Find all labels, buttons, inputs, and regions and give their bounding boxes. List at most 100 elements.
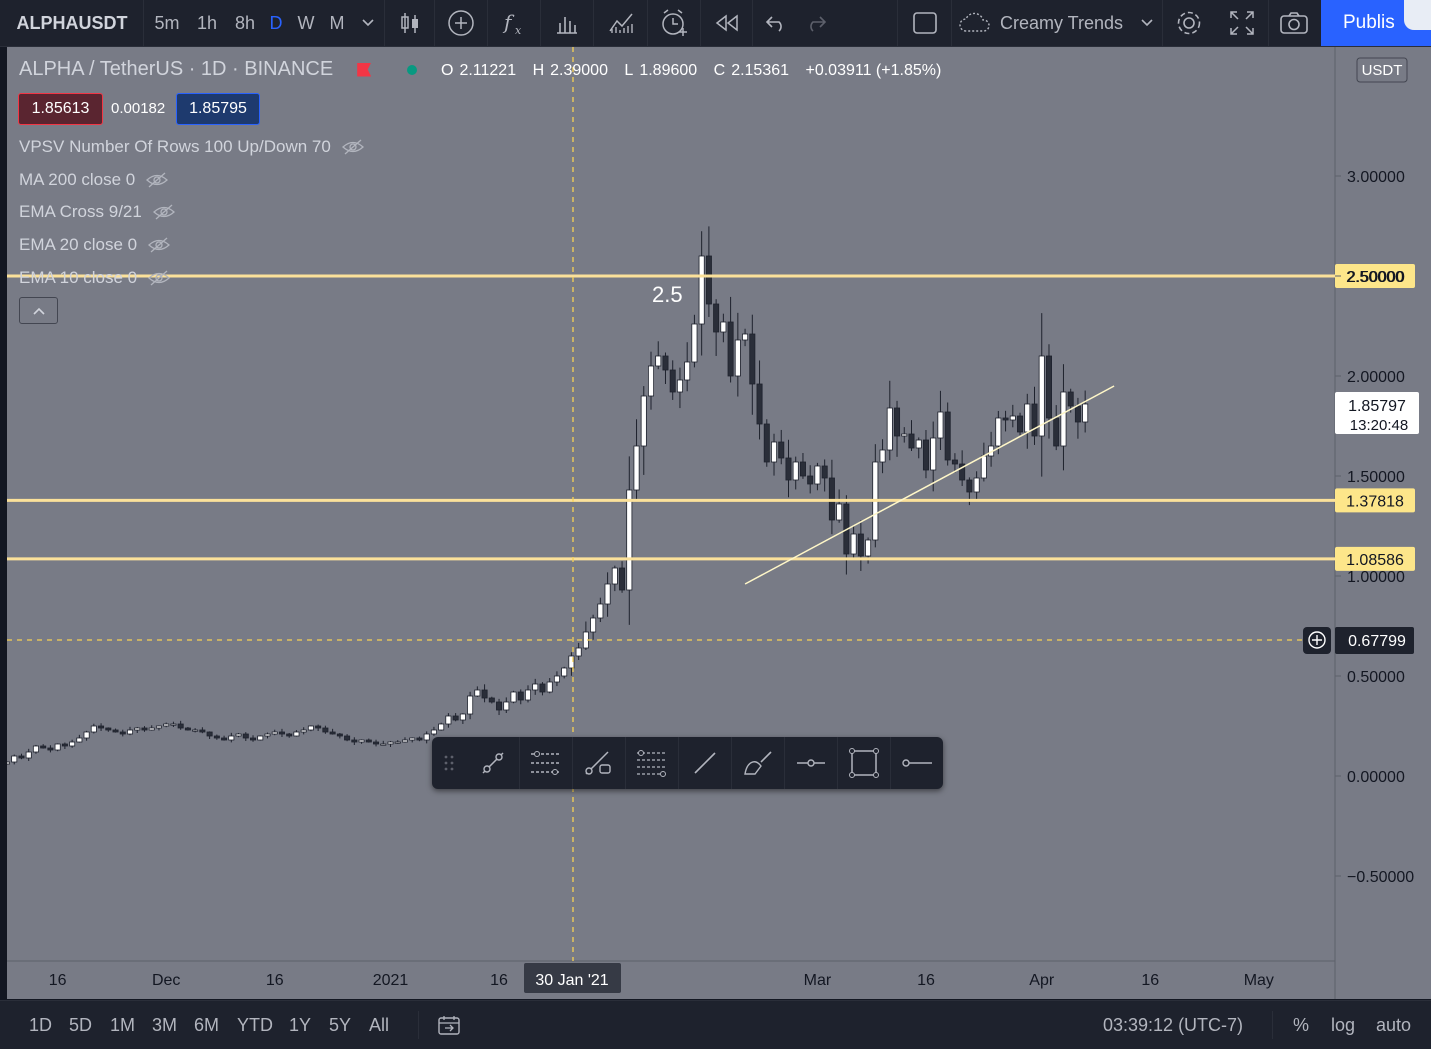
candle-body [481,689,488,699]
candle-body [322,727,329,733]
chevron-down-icon[interactable] [357,0,379,46]
indicator-ma200[interactable]: MA 200 close 0 [19,170,169,190]
hidden-eye-icon[interactable] [147,269,171,287]
candle-body [278,731,285,735]
flag-icon[interactable] [357,62,372,77]
compare-add-icon[interactable] [442,0,480,46]
candle-body [684,361,691,381]
drag-handle-icon[interactable] [432,737,466,789]
crosshair-add-icon[interactable] [1303,627,1331,654]
candle-body [47,747,54,751]
hidden-eye-icon[interactable] [152,203,176,221]
indicator-ema-cross[interactable]: EMA Cross 9/21 [19,202,176,222]
interval-5m[interactable]: 5m [154,12,180,33]
ohlc-values: O 2.11221 H 2.39000 L 1.89600 C 2.15361 +0.0… [441,62,942,79]
trendline-tool-icon[interactable] [467,737,519,789]
layout-name-button[interactable]: Creamy Trends [958,0,1158,46]
indicator-label: VPSV Number Of Rows 100 Up/Down 70 [19,137,331,156]
candle-body [836,503,843,521]
horizontal-line-icon[interactable] [891,737,943,789]
range-3m[interactable]: 3M [152,1014,178,1035]
horizontal-ray-icon[interactable] [785,737,837,789]
alert-clock-icon[interactable] [654,0,694,46]
range-ytd[interactable]: YTD [237,1014,273,1035]
buy-price-button[interactable]: 1.85795 [176,93,260,125]
layout-square-icon[interactable] [905,0,945,46]
notification-corner[interactable] [1404,0,1431,30]
currency-badge[interactable]: USDT [1356,57,1408,83]
camera-icon[interactable] [1274,0,1314,46]
ray-tool-icon[interactable] [573,737,625,789]
indicator-ema10[interactable]: EMA 10 close 0 [19,268,171,288]
candle-body [365,739,372,743]
rectangle-tool-icon[interactable] [838,737,890,789]
fib-retracement-icon[interactable] [626,737,678,789]
candle-body [814,465,821,485]
log-toggle[interactable]: log [1331,1014,1356,1035]
candle-body [300,729,307,733]
indicator-label: EMA 20 close 0 [19,235,138,254]
candle-body [778,441,785,459]
range-6m[interactable]: 6M [194,1014,220,1035]
hidden-eye-icon[interactable] [341,138,365,156]
indicator-ema20[interactable]: EMA 20 close 0 [19,235,171,255]
goto-date-icon[interactable] [437,1001,461,1049]
candle-body [669,369,676,393]
interval-8h[interactable]: 8h [234,12,256,33]
candle-body [503,701,510,711]
timezone-clock[interactable]: 03:39:12 (UTC-7) [1103,1014,1244,1035]
range-all[interactable]: All [369,1014,390,1035]
candle-body [307,725,314,731]
candle-body [18,755,25,759]
interval-w[interactable]: W [297,12,315,33]
candle-body [177,723,184,729]
replay-icon[interactable] [707,0,747,46]
fullscreen-icon[interactable] [1222,0,1262,46]
price-chart[interactable]: 2.50000 1.37818 1.08586 3.00000 2.50000 2.00… [4,47,1431,999]
brush-tool-icon[interactable] [732,737,784,789]
sell-price-button[interactable]: 1.85613 [18,93,103,125]
symbol-legend[interactable]: ALPHA / TetherUS · 1D · BINANCE [19,58,418,81]
interval-d[interactable]: D [269,12,283,33]
range-5y[interactable]: 5Y [329,1014,352,1035]
percent-toggle[interactable]: % [1293,1014,1310,1035]
templates-icon[interactable] [600,0,642,46]
candle-body [329,731,336,735]
candles-icon[interactable] [392,0,428,46]
time-tick-label: Apr [1029,972,1055,989]
hidden-eye-icon[interactable] [147,236,171,254]
price-tick-label: −0.50000 [1347,869,1414,886]
range-1y[interactable]: 1Y [289,1014,312,1035]
interval-1h[interactable]: 1h [196,12,218,33]
range-5d[interactable]: 5D [69,1014,93,1035]
candle-body [510,691,517,703]
candle-body [467,695,474,715]
redo-icon[interactable] [798,0,834,46]
candle-body [1024,403,1031,433]
svg-text:13:20:48: 13:20:48 [1350,417,1408,434]
range-1d[interactable]: 1D [29,1014,53,1035]
auto-toggle[interactable]: auto [1376,1014,1412,1035]
line-tool-icon[interactable] [679,737,731,789]
financials-icon[interactable] [547,0,587,46]
collapse-legend-button[interactable] [19,297,58,324]
candle-body [54,743,61,751]
time-axis: 16 Dec 16 2021 16 Mar 16 Apr 16 May [49,972,1274,989]
indicator-vpsv[interactable]: VPSV Number Of Rows 100 Up/Down 70 [19,137,365,157]
range-1m[interactable]: 1M [110,1014,136,1035]
parallel-channel-icon[interactable] [520,737,572,789]
hidden-eye-icon[interactable] [145,171,169,189]
candle-body [1082,403,1089,423]
undo-icon[interactable] [758,0,794,46]
symbol-search-button[interactable]: ALPHAUSDT [16,12,128,33]
candle-body [930,437,937,471]
candle-body [351,739,358,743]
candle-body [4,761,10,765]
settings-gear-icon[interactable] [1168,0,1210,46]
level-price-label: 2.50000 [1346,269,1404,286]
interval-m[interactable]: M [329,12,345,33]
trendline[interactable] [744,385,1115,585]
chart-area[interactable]: 2.50000 1.37818 1.08586 3.00000 2.50000 2.00… [4,47,1431,999]
candle-body [546,681,553,693]
